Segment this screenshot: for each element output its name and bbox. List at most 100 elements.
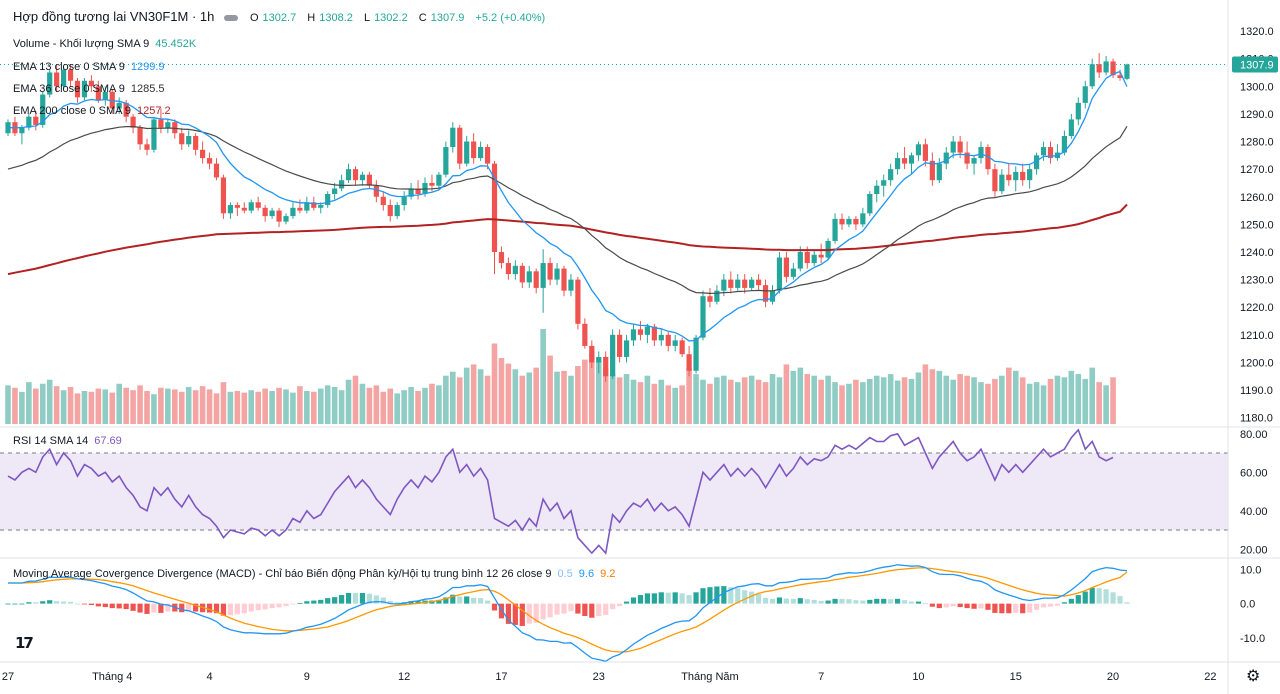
candle-body — [1068, 119, 1074, 136]
time-tick-label: Tháng Năm — [681, 671, 738, 683]
price-tick-label: 1300.0 — [1240, 81, 1274, 93]
volume-bar — [860, 382, 866, 424]
macd-histogram-bar — [846, 599, 852, 604]
volume-bar — [401, 390, 407, 424]
candle-body — [19, 127, 25, 134]
macd-histogram-bar — [241, 603, 247, 614]
candle-body — [1117, 75, 1123, 78]
volume-bar — [269, 390, 275, 424]
legend-macd[interactable]: Moving Average Covergence Divergence (MA… — [13, 568, 616, 580]
symbol-title[interactable]: Hợp đồng tương lai VN30F1M · 1h — [13, 9, 215, 24]
candle-body — [290, 207, 296, 217]
candle-body — [658, 334, 664, 341]
candle-body — [443, 147, 449, 175]
candle-body — [756, 279, 762, 286]
price-candles[interactable] — [5, 53, 1130, 382]
legend-ema200[interactable]: EMA 200 close 0 SMA 9 1257.2 — [13, 105, 171, 117]
candle-body — [276, 210, 282, 222]
candle-body — [1006, 174, 1012, 181]
time-tick-label: 27 — [2, 671, 14, 683]
candle-body — [742, 279, 748, 288]
volume-bar — [408, 386, 414, 424]
macd-histogram-bar — [478, 598, 484, 604]
gear-icon[interactable]: ⚙ — [1246, 668, 1261, 685]
volume-bar — [484, 375, 491, 424]
volume-bar — [971, 377, 977, 424]
candle-body — [297, 207, 303, 211]
time-axis[interactable]: 27 Tháng 4 4 9 12 17 23 Tháng Năm 7 10 15 20 22 — [2, 671, 1217, 683]
macd-histogram-bar — [915, 601, 922, 604]
volume-bar — [512, 369, 519, 424]
legend-ema36[interactable]: EMA 36 close 0 SMA 9 1285.5 — [13, 83, 165, 95]
macd-histogram-bar — [957, 603, 963, 608]
macd-histogram-bar — [290, 603, 296, 605]
macd-histogram-bar — [220, 603, 227, 616]
volume-bar — [12, 387, 18, 424]
price-tick-label: 1180.0 — [1240, 413, 1273, 425]
volume-bar — [116, 383, 122, 424]
candle-body — [908, 155, 915, 164]
macd-histogram-bar — [1034, 603, 1040, 610]
macd-histogram-bar — [943, 603, 949, 608]
candle-body — [547, 263, 553, 280]
macd-histogram-bar — [1068, 598, 1074, 604]
tradingview-logo-icon[interactable]: 17 — [15, 634, 34, 652]
macd-histogram-bar — [165, 603, 171, 612]
macd-histogram-bar — [352, 592, 359, 604]
candle-body — [721, 279, 727, 291]
macd-histogram-bar — [839, 598, 845, 604]
candle-body — [971, 158, 977, 164]
macd-histogram-bar — [408, 601, 414, 604]
candle-body — [790, 268, 796, 277]
volume-bar — [304, 390, 310, 424]
legend-ema13[interactable]: EMA 13 close 0 SMA 9 1299.9 — [13, 61, 165, 73]
volume-bar — [887, 374, 894, 424]
volume-bar — [165, 388, 171, 424]
candle-body — [714, 290, 720, 302]
volume-bar — [144, 390, 150, 424]
macd-histogram-bar — [992, 603, 998, 613]
volume-bar — [283, 389, 289, 424]
macd-histogram-bar — [783, 598, 789, 604]
legend-volume[interactable]: Volume - Khối lượng SMA 9 45.452K — [13, 38, 197, 50]
candle-body — [888, 169, 894, 181]
legend-rsi[interactable]: RSI 14 SMA 14 67.69 — [13, 435, 122, 447]
volume-bar — [5, 385, 11, 424]
macd-histogram-bar — [248, 603, 254, 612]
macd-histogram-bar — [512, 603, 518, 625]
macd-histogram-bar — [387, 600, 393, 604]
time-tick-label: 10 — [912, 671, 924, 683]
macd-histogram-bar — [498, 603, 505, 619]
candle-body — [61, 69, 67, 87]
volume-bar — [755, 379, 762, 424]
price-tick-label: 1290.0 — [1240, 109, 1274, 121]
candle-body — [241, 207, 247, 211]
macd-histogram-bar — [895, 598, 901, 604]
volume-bar — [728, 379, 734, 424]
macd-histogram-bar — [19, 603, 25, 605]
macd-histogram-bar — [1054, 603, 1061, 606]
candle-body — [26, 116, 32, 128]
volume-bar — [158, 387, 164, 424]
macd-histogram-bar — [644, 593, 650, 604]
candle-body — [895, 158, 901, 170]
time-tick-label: 4 — [206, 671, 212, 683]
time-tick-label: 23 — [593, 671, 605, 683]
macd-histogram-bar — [12, 603, 18, 605]
macd-histogram-bar — [797, 598, 803, 604]
volume-bar — [185, 386, 192, 424]
price-axis[interactable]: 1320.01310.01300.01290.01280.01270.01260… — [0, 26, 1278, 645]
candle-body — [617, 334, 623, 357]
volume-bar — [686, 367, 692, 424]
macd-histogram-bar — [936, 603, 942, 609]
price-tick-label: 1200.0 — [1240, 357, 1274, 369]
volume-bar — [957, 374, 963, 424]
candle-body — [165, 122, 171, 128]
candle-body — [220, 177, 227, 214]
visibility-icon[interactable] — [224, 14, 239, 21]
ema13-line — [8, 70, 1128, 342]
volume-bar — [561, 370, 567, 424]
volume-bar — [324, 385, 331, 424]
macd-histogram-bar — [658, 592, 664, 604]
